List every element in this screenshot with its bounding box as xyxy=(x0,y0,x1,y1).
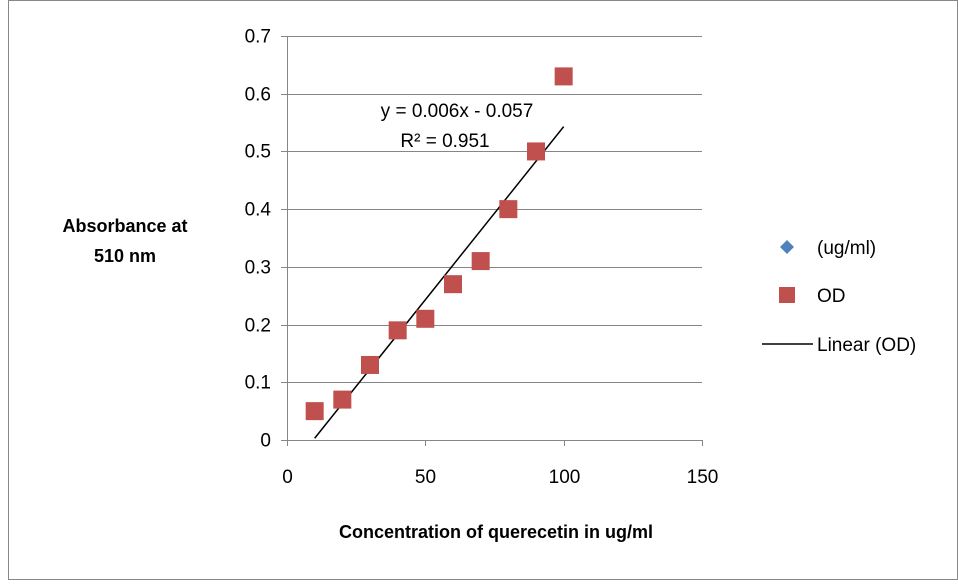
data-point-od xyxy=(305,402,324,421)
legend-label-linear-od: Linear (OD) xyxy=(817,335,916,356)
y-tick-label: 0.2 xyxy=(245,316,271,337)
trendline xyxy=(314,126,565,439)
data-point-od xyxy=(361,355,379,374)
chart-border xyxy=(8,0,958,580)
legend-label-od: OD xyxy=(817,286,846,307)
x-axis-title: Concentration of querecetin in ug/ml xyxy=(339,522,653,542)
data-point-od xyxy=(499,200,518,219)
legend-square-icon xyxy=(779,287,795,303)
y-tick-label: 0.3 xyxy=(245,258,271,279)
data-point-od xyxy=(416,309,435,328)
data-point-od xyxy=(388,321,407,340)
y-tick-label: 0 xyxy=(260,431,271,452)
data-point-od xyxy=(333,390,352,409)
y-tick-label: 0.4 xyxy=(245,200,272,221)
axes xyxy=(281,36,703,446)
trendline-equation: y = 0.006x - 0.057 xyxy=(381,101,534,122)
gridlines xyxy=(287,36,702,383)
legend-label-ug-ml: (ug/ml) xyxy=(817,238,876,259)
y-axis-title-line-1: Absorbance at xyxy=(62,216,187,236)
y-tick-label: 0.7 xyxy=(245,27,271,48)
data-points xyxy=(305,67,573,421)
trendline-group xyxy=(314,126,565,439)
trendline-r2: R² = 0.951 xyxy=(400,131,489,152)
data-point-od xyxy=(471,252,490,271)
x-tick-label: 100 xyxy=(549,467,581,488)
data-point-od xyxy=(554,67,573,86)
x-tick-label: 0 xyxy=(282,467,293,488)
y-tick-label: 0.5 xyxy=(245,142,271,163)
y-tick-label: 0.6 xyxy=(245,85,271,106)
tick-labels: 0 0.1 0.2 0.3 0.4 0.5 0.6 0.7 0 50 100 150 xyxy=(245,27,719,489)
data-point-od xyxy=(444,275,462,294)
y-tick-label: 0.1 xyxy=(245,373,271,394)
data-point-od xyxy=(527,142,545,161)
x-tick-label: 50 xyxy=(415,467,436,488)
y-axis-title-line-2: 510 nm xyxy=(94,246,156,266)
x-tick-label: 150 xyxy=(687,467,719,488)
legend-diamond-icon xyxy=(780,240,794,254)
legend: (ug/ml) OD Linear (OD) xyxy=(762,238,916,356)
